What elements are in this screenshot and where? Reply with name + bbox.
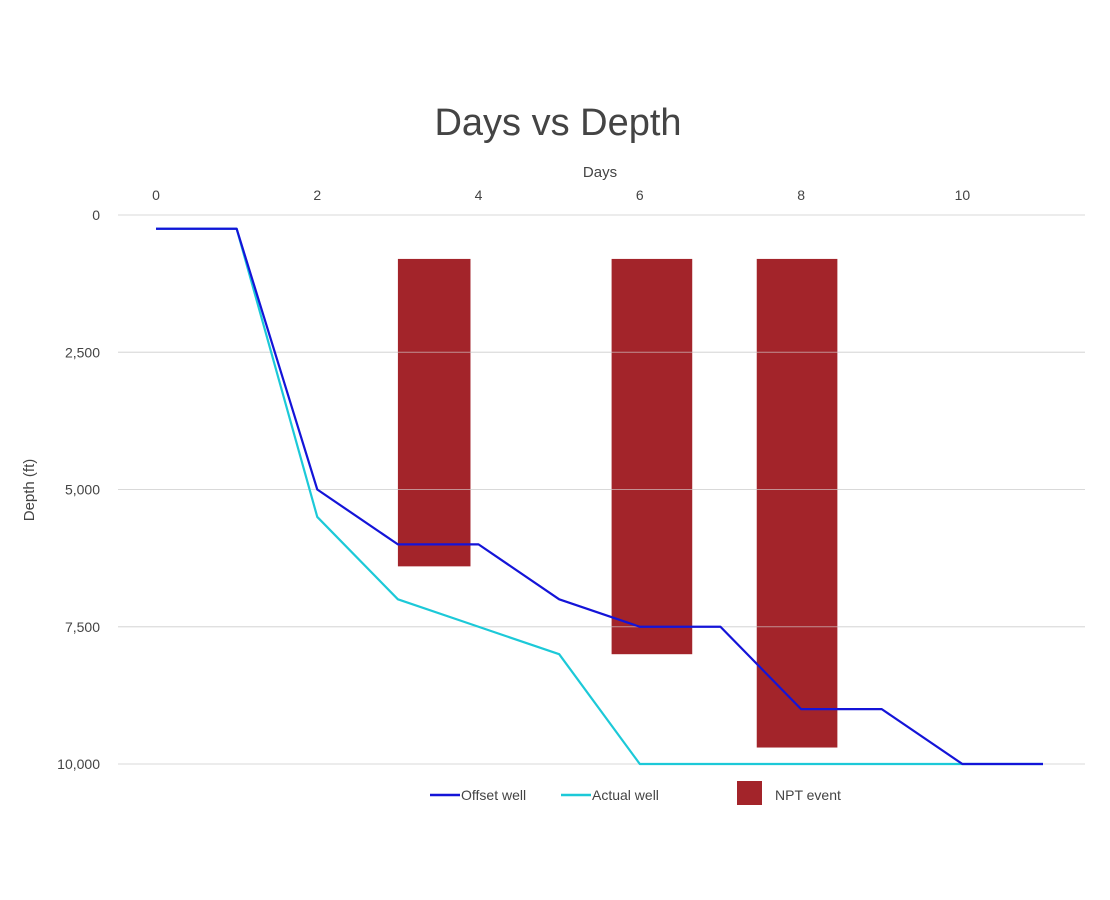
y-tick-label: 10,000 [57,756,100,772]
legend-swatch-npt-event [737,781,762,805]
x-axis-label: Days [583,164,617,181]
legend: Offset well Actual well NPT event [430,781,841,805]
chart-title: Days vs Depth [434,102,681,144]
npt-event-bar [611,258,693,655]
x-tick-label: 2 [313,187,321,203]
y-tick-label: 0 [92,207,100,223]
y-tick-label: 7,500 [65,619,100,635]
y-tick-label: 5,000 [65,482,100,498]
legend-label-npt-event: NPT event [775,787,841,803]
x-tick-label: 4 [475,187,483,203]
x-tick-label: 6 [636,187,644,203]
x-tick-label: 8 [797,187,805,203]
y-tick-label: 2,500 [65,344,100,360]
npt-event-bar [397,258,471,567]
legend-label-actual-well: Actual well [592,787,659,803]
y-axis-label: Depth (ft) [21,459,38,522]
x-tick-label: 10 [955,187,971,203]
series-line-offset-well [156,227,1043,766]
x-tick-label: 0 [152,187,160,203]
legend-label-offset-well: Offset well [461,787,526,803]
series-line-actual-well [156,227,1043,766]
npt-event-bar [756,258,838,748]
